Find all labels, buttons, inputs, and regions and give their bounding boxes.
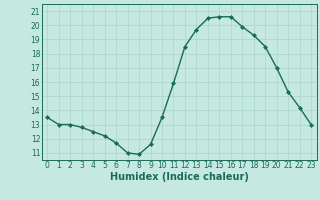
X-axis label: Humidex (Indice chaleur): Humidex (Indice chaleur) xyxy=(110,172,249,182)
